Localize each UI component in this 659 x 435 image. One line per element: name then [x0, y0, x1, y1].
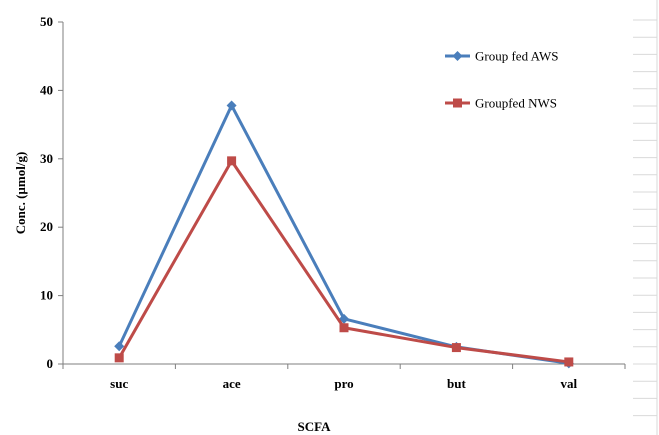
legend: Group fed AWS Groupfed NWS: [445, 49, 558, 111]
x-tick-label-suc: suc: [110, 376, 128, 391]
legend-marker: [452, 51, 463, 61]
data-point-marker: [226, 100, 237, 111]
data-point-marker: [451, 343, 461, 353]
y-tick-label: 50: [40, 14, 53, 29]
legend-item-2: Groupfed NWS: [445, 96, 557, 111]
data-point-marker: [227, 156, 237, 166]
legend-item-1: Group fed AWS: [445, 49, 558, 64]
axes: [62, 22, 625, 365]
legend-marker: [453, 98, 462, 108]
right-border-decoration: [633, 0, 658, 435]
x-axis-ticks: suc ace pro but val: [62, 364, 626, 391]
data-point-marker: [564, 357, 574, 367]
y-tick-label: 20: [40, 219, 53, 234]
y-tick-label: 0: [47, 356, 54, 371]
y-axis-ticks: 0 10 20 30 40 50: [40, 14, 63, 371]
x-axis-label: SCFA: [298, 419, 332, 434]
x-tick-label-but: but: [447, 376, 466, 391]
x-tick-label-val: val: [560, 376, 577, 391]
series-2: [114, 156, 574, 367]
legend-label: Groupfed NWS: [475, 96, 557, 111]
y-tick-label: 10: [40, 288, 53, 303]
series-layer: [114, 100, 574, 369]
legend-label: Group fed AWS: [475, 49, 558, 64]
data-point-marker: [339, 323, 349, 333]
x-tick-label-pro: pro: [334, 376, 353, 391]
y-tick-label: 40: [40, 82, 53, 97]
data-point-marker: [114, 353, 124, 363]
data-point-marker: [114, 341, 125, 352]
x-tick-label-ace: ace: [223, 376, 241, 391]
y-tick-label: 30: [40, 151, 53, 166]
y-axis-label: Conc. (µmol/g): [13, 152, 28, 235]
